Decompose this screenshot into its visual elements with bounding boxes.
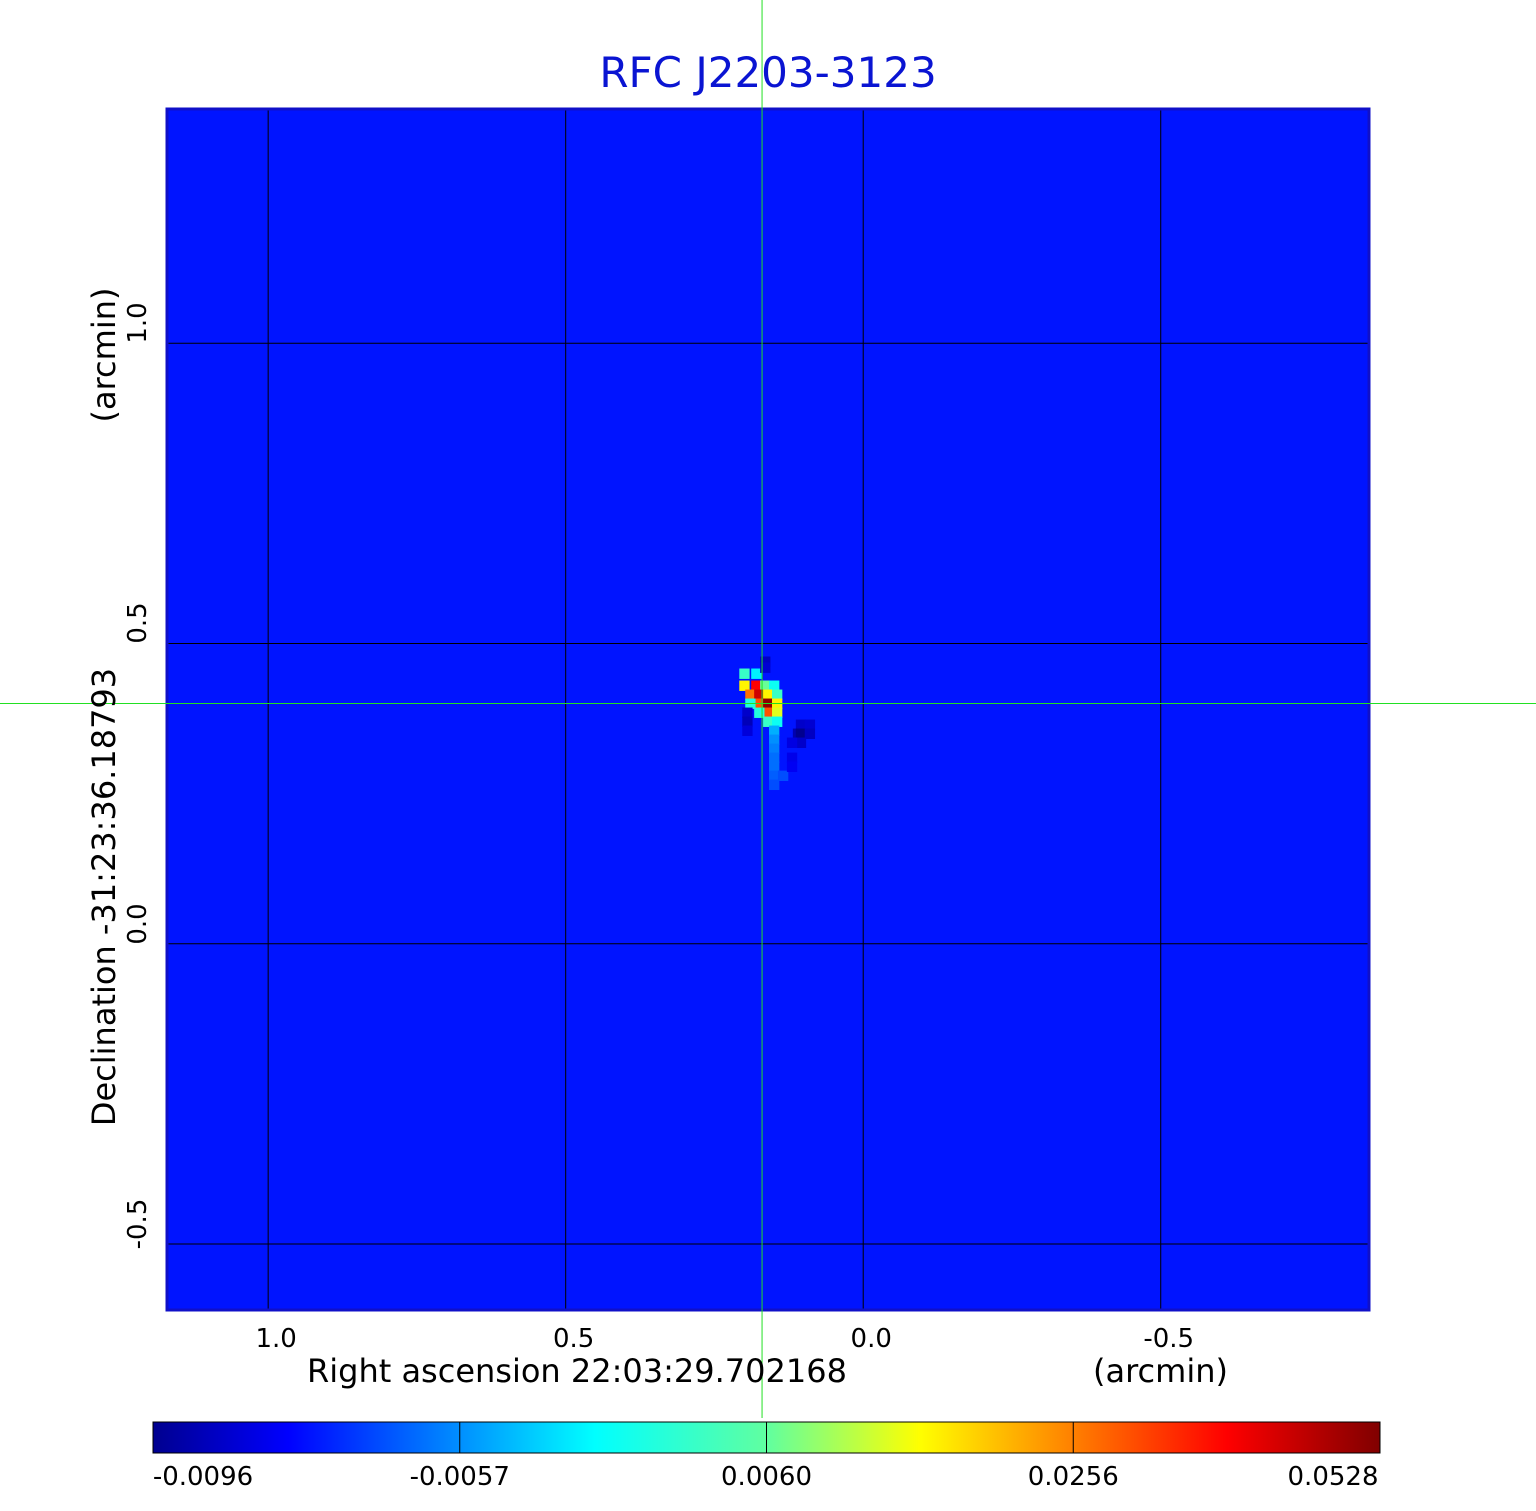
image-pixel — [769, 725, 780, 736]
image-pixel — [763, 689, 774, 700]
image-pixel — [760, 662, 771, 673]
colorbar-tick-label: -0.0096 — [152, 1462, 254, 1492]
image-pixel — [777, 770, 789, 782]
colorbar-tick-label: -0.0057 — [409, 1462, 510, 1492]
x-tick-label: -0.5 — [1143, 1324, 1195, 1354]
image-pixel — [739, 668, 750, 679]
y-axis-unit: (arcmin) — [85, 287, 123, 423]
colorbar-tick-label: 0.0060 — [721, 1462, 812, 1492]
colorbar-tick-label: 0.0528 — [1287, 1462, 1379, 1492]
image-pixel — [769, 680, 780, 691]
y-tick-label: 1.0 — [123, 302, 153, 344]
image-pixel — [786, 761, 798, 773]
x-axis-label: Right ascension 22:03:29.702168 — [307, 1352, 847, 1390]
image-pixel — [769, 743, 780, 754]
x-axis-unit: (arcmin) — [1093, 1352, 1228, 1390]
x-tick-label: 0.5 — [552, 1324, 595, 1354]
chart-title: RFC J2203-3123 — [599, 48, 937, 97]
image-pixel — [786, 752, 798, 763]
y-tick-label: 0.0 — [123, 903, 153, 945]
image-pixel — [795, 719, 807, 730]
image-pixel — [751, 668, 762, 679]
image-pixel — [739, 680, 750, 691]
image-pixel — [754, 689, 765, 700]
image-pixel — [751, 680, 762, 691]
image-pixel — [786, 737, 798, 748]
image-pixel — [772, 716, 783, 727]
colorbar-tick-label: 0.0256 — [1027, 1462, 1119, 1492]
image-pixel — [754, 707, 765, 718]
image-pixel — [742, 716, 753, 727]
image-pixel — [760, 656, 771, 667]
image-pixel — [769, 734, 780, 745]
image-pixel — [742, 707, 753, 718]
image-pixel — [772, 707, 783, 718]
y-tick-label: 0.5 — [123, 602, 153, 645]
image-pixel — [745, 689, 756, 700]
image-pixel — [769, 761, 780, 773]
image-pixel — [769, 752, 780, 763]
image-pixel — [742, 725, 753, 736]
image-pixel — [769, 770, 780, 782]
image-pixel — [804, 728, 816, 739]
image-pixel — [763, 716, 774, 727]
y-tick-label: -0.5 — [123, 1198, 153, 1250]
y-axis-label: Declination -31:23:36.18793 — [85, 667, 123, 1127]
image-pixel — [795, 737, 807, 748]
image-pixel — [804, 719, 816, 730]
x-tick-label: 1.0 — [255, 1324, 297, 1354]
image-pixel — [772, 689, 783, 700]
x-tick-label: 0.0 — [850, 1324, 892, 1354]
image-pixel — [795, 728, 807, 739]
image-pixel — [763, 707, 774, 718]
image-pixel — [760, 680, 771, 691]
image-pixel — [769, 779, 780, 791]
plot-frame — [165, 107, 1371, 1312]
